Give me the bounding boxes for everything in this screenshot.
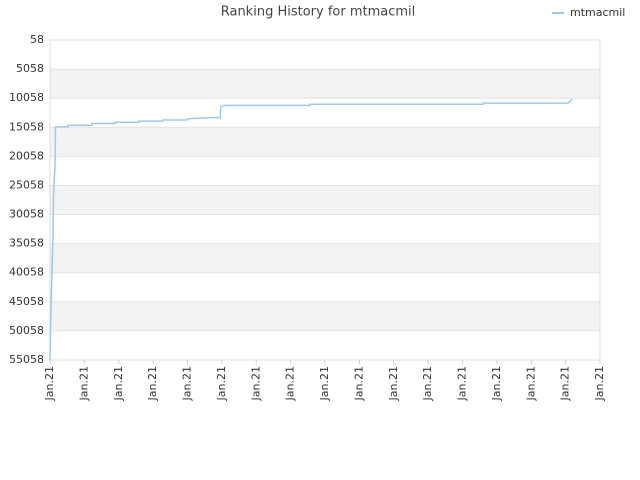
grid-band: [50, 301, 600, 331]
grid-band: [50, 185, 600, 215]
y-tick-label: 5058: [16, 62, 44, 75]
x-tick-label: Jan.21: [284, 366, 297, 401]
x-tick-label: Jan.21: [146, 366, 159, 401]
x-tick-label: Jan.21: [524, 366, 537, 401]
x-tick-label: Jan.21: [593, 366, 606, 401]
y-tick-label: 10058: [9, 91, 44, 104]
x-tick-label: Jan.21: [215, 366, 228, 401]
x-tick-label: Jan.21: [421, 366, 434, 401]
series-line: [49, 98, 573, 361]
y-tick-label: 30058: [9, 208, 44, 221]
y-tick-label: 25058: [9, 178, 44, 191]
x-tick-label: Jan.21: [352, 366, 365, 401]
x-tick-label: Jan.21: [77, 366, 90, 401]
x-tick-label: Jan.21: [43, 366, 56, 401]
grid-band: [50, 127, 600, 157]
grid-band: [50, 243, 600, 273]
chart-title: Ranking History for mtmacmil: [221, 5, 416, 20]
y-tick-label: 58: [30, 33, 44, 46]
x-tick-label: Jan.21: [456, 366, 469, 401]
x-tick-label: Jan.21: [318, 366, 331, 401]
y-tick-label: 50058: [9, 324, 44, 337]
y-tick-label: 35058: [9, 237, 44, 250]
y-tick-label: 20058: [9, 149, 44, 162]
legend-label: mtmacmil: [570, 6, 625, 19]
x-tick-label: Jan.21: [249, 366, 262, 401]
x-tick-label: Jan.21: [490, 366, 503, 401]
x-tick-label: Jan.21: [559, 366, 572, 401]
x-tick-label: Jan.21: [387, 366, 400, 401]
x-tick-label: Jan.21: [112, 366, 125, 401]
y-tick-label: 45058: [9, 295, 44, 308]
y-tick-label: 55058: [9, 353, 44, 366]
x-tick-label: Jan.21: [181, 366, 194, 401]
grid-band: [50, 69, 600, 99]
y-tick-label: 40058: [9, 266, 44, 279]
y-tick-label: 15058: [9, 120, 44, 133]
